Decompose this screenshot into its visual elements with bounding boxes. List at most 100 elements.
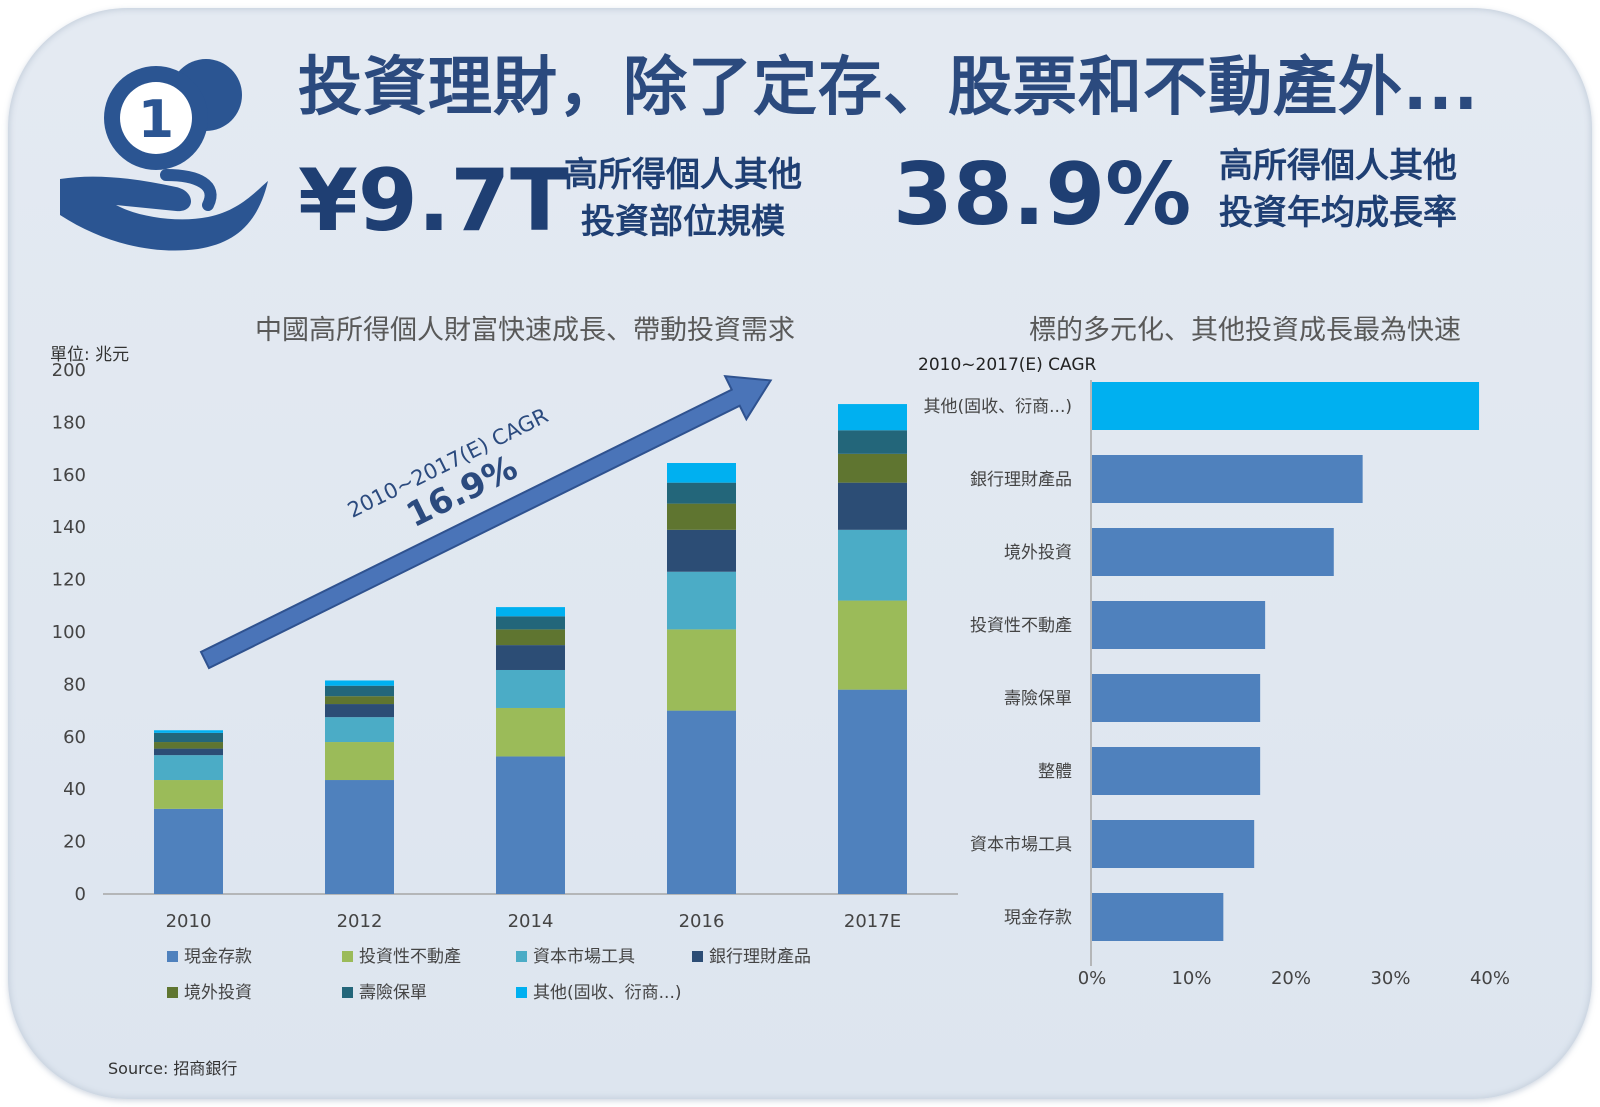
cagr-category-label: 現金存款 bbox=[1004, 908, 1072, 928]
bar-segment bbox=[154, 748, 223, 756]
bar-segment bbox=[154, 742, 223, 749]
bar-segment bbox=[496, 645, 565, 670]
cagr-bar bbox=[1092, 674, 1261, 722]
bar-segment bbox=[838, 453, 907, 483]
bar-segment bbox=[325, 780, 394, 894]
unit-label: 單位: 兆元 bbox=[50, 345, 130, 365]
y-tick-label: 140 bbox=[52, 517, 86, 538]
bar-segment bbox=[154, 730, 223, 733]
bar-segment bbox=[838, 404, 907, 431]
bar-segment bbox=[667, 482, 736, 504]
source-note: Source: 招商銀行 bbox=[108, 1059, 238, 1078]
coin-number: 1 bbox=[138, 90, 174, 150]
y-tick-label: 0 bbox=[75, 884, 86, 905]
y-tick-label: 60 bbox=[63, 727, 86, 748]
x-tick-label: 30% bbox=[1370, 968, 1410, 989]
bar-segment bbox=[838, 600, 907, 690]
hand-coin-icon: 1 bbox=[60, 59, 268, 251]
bar-segment bbox=[154, 732, 223, 743]
cagr-bar bbox=[1092, 382, 1480, 430]
legend-swatch bbox=[342, 987, 353, 998]
cagr-category-label: 整體 bbox=[1038, 762, 1072, 782]
legend-swatch bbox=[516, 951, 527, 962]
stacked-chart-title: 中國高所得個人財富快速成長、帶動投資需求 bbox=[255, 315, 795, 346]
stacked-bar-chart: 0 20 40 60 80 100 120 140 160 180 200 2010 2012 2014 2… bbox=[52, 360, 958, 1003]
bar-segment bbox=[496, 756, 565, 894]
legend-label: 現金存款 bbox=[184, 947, 252, 967]
bar-segment bbox=[667, 503, 736, 530]
legend-label: 銀行理財產品 bbox=[709, 947, 811, 967]
investment-size-label-line2: 投資部位規模 bbox=[581, 202, 785, 242]
bar-segment bbox=[325, 696, 394, 705]
cagr-bar bbox=[1092, 601, 1266, 649]
bar-segment bbox=[496, 629, 565, 646]
cagr-bar bbox=[1092, 528, 1334, 576]
cagr-bar-chart: 2010~2017(E) CAGR 其他(固收、衍商...) 銀行理財產品境外投資投… bbox=[918, 355, 1510, 989]
cagr-bar bbox=[1092, 455, 1363, 503]
bar-segment bbox=[838, 482, 907, 530]
y-tick-label: 100 bbox=[52, 622, 86, 643]
legend-swatch bbox=[516, 987, 527, 998]
cagr-category-label: 壽險保單 bbox=[1004, 689, 1072, 709]
bar-segment bbox=[667, 529, 736, 572]
bar-segment bbox=[154, 780, 223, 809]
bar-segment bbox=[496, 669, 565, 708]
investment-size-label: 高所得個人其他 投資部位規模 bbox=[548, 152, 818, 246]
growth-rate-label-line2: 投資年均成長率 bbox=[1219, 193, 1457, 233]
bar-segment bbox=[667, 710, 736, 894]
bar-segment bbox=[325, 742, 394, 781]
cagr-bar bbox=[1092, 747, 1261, 795]
cagr-bar bbox=[1092, 820, 1255, 868]
bar-segment bbox=[838, 689, 907, 894]
legend-swatch bbox=[342, 951, 353, 962]
cagr-subtitle: 2010~2017(E) CAGR bbox=[918, 355, 1097, 375]
legend-label: 投資性不動產 bbox=[359, 947, 461, 967]
x-tick-label: 20% bbox=[1271, 968, 1311, 989]
x-tick-label: 2017E bbox=[844, 911, 901, 932]
bar-segment bbox=[838, 529, 907, 601]
x-tick-label: 2014 bbox=[508, 911, 554, 932]
legend-swatch bbox=[167, 951, 178, 962]
legend-label: 壽險保單 bbox=[359, 983, 427, 1003]
y-tick-label: 40 bbox=[63, 779, 86, 800]
bar-segment bbox=[154, 755, 223, 781]
legend-swatch bbox=[167, 987, 178, 998]
x-tick-label: 0% bbox=[1078, 968, 1107, 989]
y-tick-label: 200 bbox=[52, 360, 86, 381]
arrow-shape bbox=[199, 375, 773, 670]
bar-segment bbox=[325, 704, 394, 718]
y-tick-label: 20 bbox=[63, 832, 86, 853]
bar-segment bbox=[838, 430, 907, 454]
cagr-category-label: 其他(固收、衍商...) bbox=[924, 397, 1072, 417]
growth-rate-label-line1: 高所得個人其他 bbox=[1219, 146, 1457, 186]
x-tick-label: 2012 bbox=[337, 911, 383, 932]
x-tick-label: 2016 bbox=[679, 911, 725, 932]
bar-segment bbox=[496, 616, 565, 630]
bar-segment bbox=[325, 685, 394, 697]
investment-size-label-line1: 高所得個人其他 bbox=[564, 155, 802, 195]
legend-swatch bbox=[692, 951, 703, 962]
growth-rate-value: 38.9% bbox=[893, 145, 1192, 245]
x-tick-label: 40% bbox=[1470, 968, 1510, 989]
legend-label: 其他(固收、衍商...) bbox=[533, 983, 681, 1003]
bar-segment bbox=[325, 717, 394, 743]
growth-rate-label: 高所得個人其他 投資年均成長率 bbox=[1203, 143, 1473, 237]
bar-segment bbox=[667, 629, 736, 711]
legend-label: 資本市場工具 bbox=[533, 947, 635, 967]
x-tick-label: 10% bbox=[1171, 968, 1211, 989]
x-tick-label: 2010 bbox=[166, 911, 212, 932]
bar-segment bbox=[496, 607, 565, 617]
y-tick-label: 80 bbox=[63, 674, 86, 695]
cagr-category-label: 境外投資 bbox=[1004, 543, 1072, 563]
bar-segment bbox=[667, 463, 736, 483]
bar-segment bbox=[154, 808, 223, 894]
legend-label: 境外投資 bbox=[184, 983, 252, 1003]
page-headline: 投資理財，除了定存、股票和不動產外... bbox=[298, 51, 1479, 125]
y-tick-label: 120 bbox=[52, 570, 86, 591]
y-tick-label: 160 bbox=[52, 465, 86, 486]
cagr-category-label: 資本市場工具 bbox=[970, 835, 1072, 855]
bar-segment bbox=[325, 680, 394, 686]
y-tick-label: 180 bbox=[52, 412, 86, 433]
cagr-category-label: 銀行理財產品 bbox=[970, 470, 1072, 490]
investment-size-value: ¥9.7T bbox=[298, 151, 569, 251]
